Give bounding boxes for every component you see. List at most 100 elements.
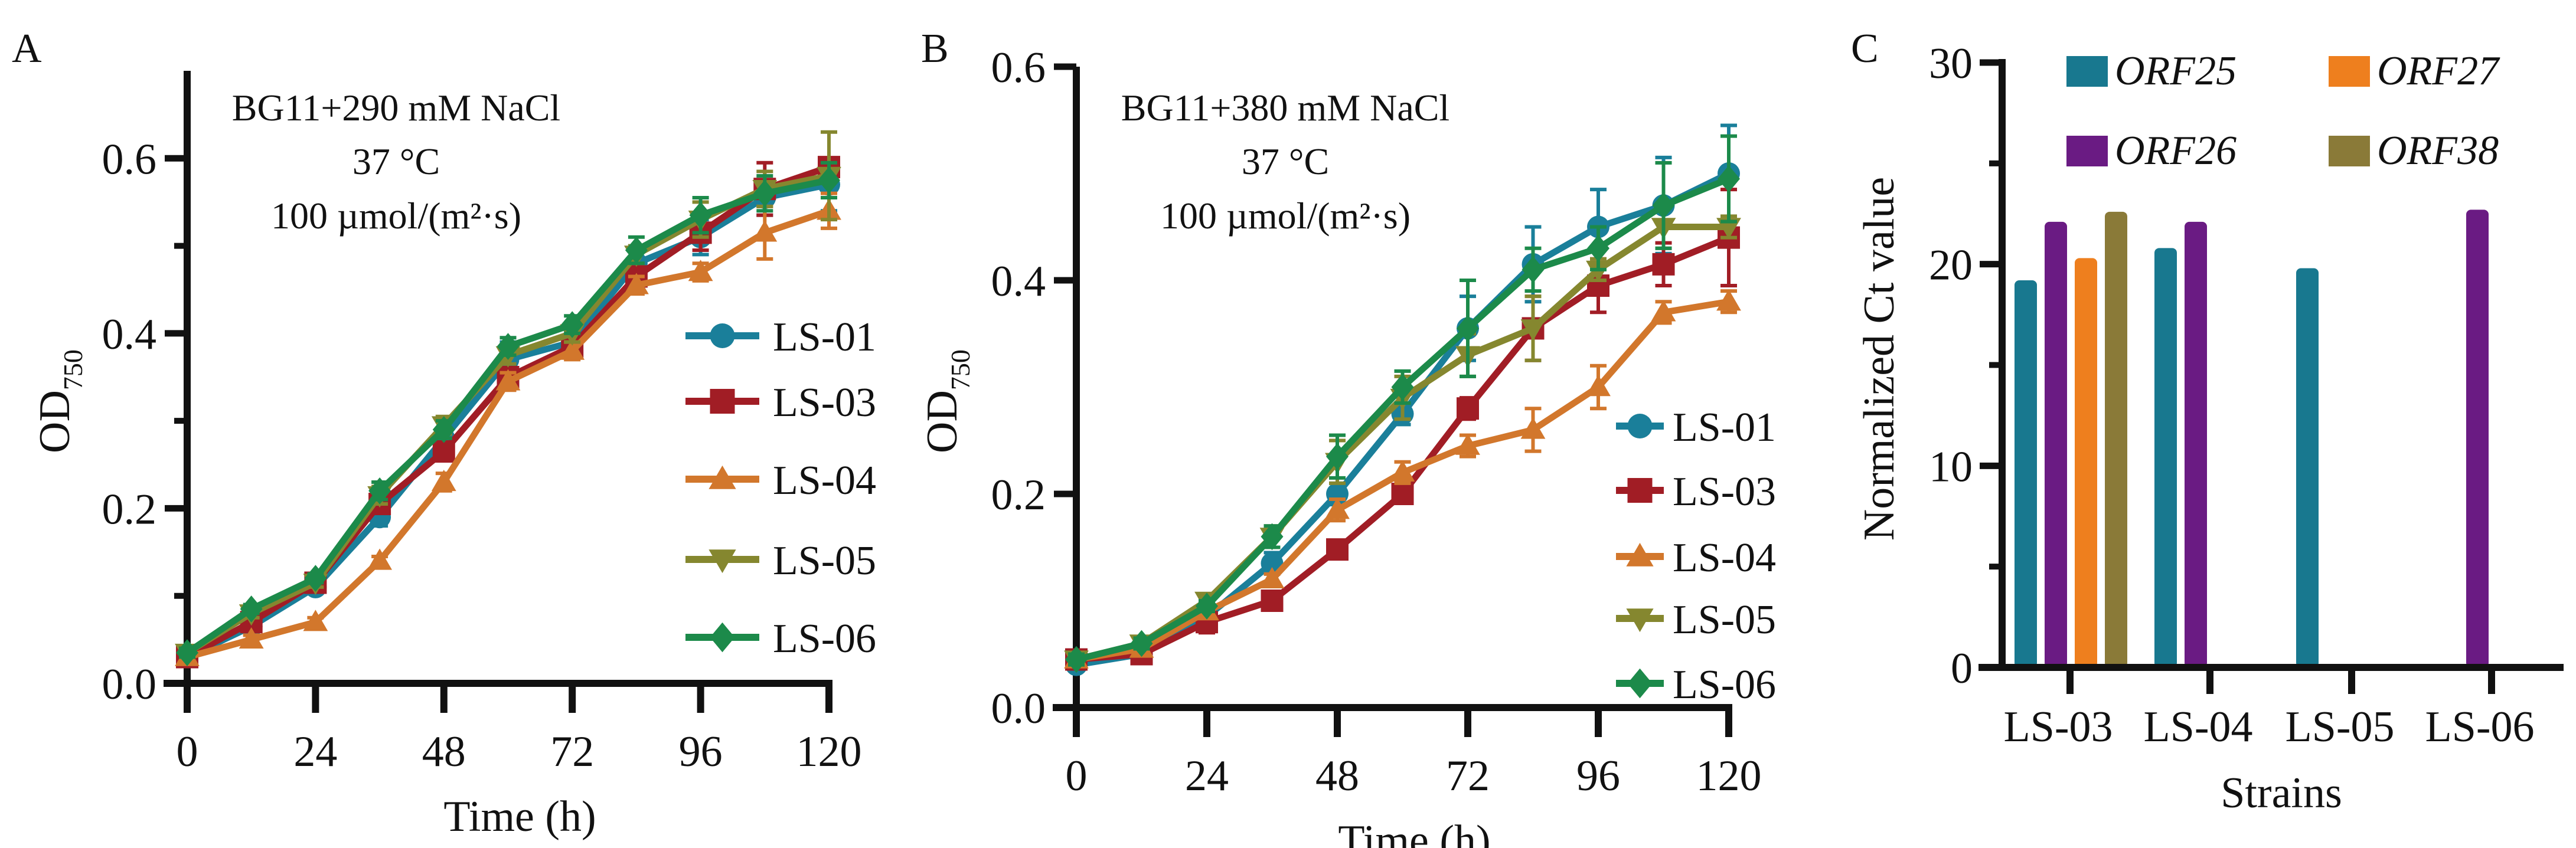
y-tick-label: 0.2 [102, 485, 157, 533]
bar-orf25-ls-04 [2154, 248, 2177, 667]
x-tick-label: 96 [679, 728, 723, 776]
data-point [304, 565, 327, 592]
y-axis-title: OD750 [918, 349, 975, 453]
data-point [1457, 315, 1479, 342]
data-point [561, 311, 584, 338]
bar-orf25-ls-05 [2296, 268, 2319, 667]
legend-label: LS-06 [773, 616, 876, 662]
legend-marker [710, 622, 735, 653]
x-tick-label: 48 [422, 728, 466, 776]
bar-orf26-ls-03 [2045, 221, 2067, 668]
x-tick-label: 0 [1066, 752, 1088, 800]
legend-marker [1627, 478, 1653, 503]
legend-item-orf27: ORF27 [2329, 48, 2500, 94]
x-tick-label: LS-03 [2004, 703, 2113, 751]
data-point [1326, 538, 1349, 561]
data-point [495, 369, 521, 391]
data-point [367, 548, 392, 570]
bar-orf26-ls-04 [2185, 221, 2207, 668]
legend-label: ORF38 [2377, 128, 2499, 173]
x-tick-label: LS-04 [2144, 703, 2253, 751]
data-point [1326, 443, 1349, 470]
data-point [1391, 483, 1414, 505]
legend-label: ORF27 [2377, 48, 2500, 94]
legend-label: ORF26 [2115, 128, 2237, 173]
legend-label: LS-03 [1673, 469, 1776, 515]
bar-orf38-ls-03 [2105, 211, 2127, 667]
legend-item-orf26: ORF26 [2066, 128, 2237, 173]
panel-c: C 0 10 20 30 LS-03 LS-04 LS-05 LS-06 Strains Norm… [1851, 26, 2564, 817]
legend-swatch [2066, 56, 2108, 87]
legend-item-ls-04: LS-04 [685, 458, 876, 503]
data-point [1261, 523, 1284, 551]
data-point [1391, 374, 1414, 401]
legend-item-ls-05: LS-05 [685, 538, 876, 584]
legend-item-ls-06: LS-06 [685, 616, 876, 662]
x-tick-label: 72 [550, 728, 594, 776]
panel-a: A 0.0 0.2 0.4 0.6 0 24 48 72 96 120 Time (h) OD750 B… [12, 26, 876, 841]
x-tick-label: 120 [1696, 752, 1762, 800]
data-point [1520, 319, 1546, 341]
data-point [1390, 460, 1415, 482]
legend-label: LS-06 [1673, 662, 1776, 708]
legend-label: LS-04 [1673, 535, 1776, 581]
legend-item-ls-04: LS-04 [1616, 535, 1776, 581]
y-tick-label: 0.4 [102, 310, 157, 359]
legend-item-orf38: ORF38 [2329, 128, 2499, 173]
data-point [432, 416, 455, 443]
y-axis-title-subscript: 750 [945, 349, 975, 390]
y-tick-label: 30 [1929, 40, 1973, 88]
series-ls-06 [1065, 134, 1740, 673]
data-point [1130, 630, 1153, 657]
x-tick-label: 0 [177, 728, 198, 776]
data-point [431, 470, 456, 492]
legend-marker [1627, 668, 1653, 699]
legend-label: LS-05 [773, 538, 876, 584]
legend-swatch [2066, 136, 2108, 166]
y-axis-title: Normalized Ct value [1855, 177, 1904, 541]
data-point [1522, 256, 1545, 283]
legend-label: LS-01 [1673, 405, 1776, 450]
x-tick-label: 96 [1576, 752, 1620, 800]
data-point [1718, 165, 1740, 192]
legend-item-ls-01: LS-01 [685, 315, 876, 360]
legend-label: ORF25 [2115, 48, 2237, 94]
legend-label: LS-01 [773, 315, 876, 360]
data-point [176, 639, 198, 666]
series-line [185, 172, 830, 656]
condition-annotation: BG11+380 mM NaCl [1121, 87, 1449, 129]
legend-swatch [2329, 136, 2370, 166]
data-point [1586, 375, 1611, 397]
y-tick-label: 0.4 [991, 257, 1046, 306]
data-point [1520, 417, 1546, 439]
x-tick-label: 48 [1315, 752, 1359, 800]
legend-marker [709, 549, 736, 574]
y-tick-label: 0 [1951, 644, 1973, 693]
x-tick-label: 72 [1446, 752, 1490, 800]
data-point [240, 595, 263, 623]
x-tick-label: 24 [1185, 752, 1229, 800]
legend-label: LS-04 [773, 458, 876, 503]
legend-marker [1626, 542, 1654, 567]
x-axis-title: Time (h) [443, 793, 596, 841]
y-tick-label: 0.6 [102, 135, 157, 184]
data-point [432, 440, 455, 463]
data-point [753, 179, 776, 207]
condition-annotation: 37 °C [352, 140, 440, 182]
series-ls-06 [176, 161, 840, 666]
series-line [1076, 234, 1731, 663]
y-tick-label: 10 [1929, 443, 1973, 491]
legend-swatch [2329, 56, 2370, 87]
legend-label: LS-03 [773, 380, 876, 425]
data-point [689, 201, 712, 229]
condition-annotation: 100 µmol/(m²·s) [271, 195, 521, 237]
data-point [1457, 397, 1479, 420]
bar-orf25-ls-03 [2015, 280, 2037, 667]
legend-marker [1626, 608, 1654, 633]
data-point [1455, 433, 1480, 455]
data-point [624, 273, 649, 294]
condition-annotation: 37 °C [1242, 140, 1329, 182]
legend-item-ls-03: LS-03 [1616, 469, 1776, 515]
data-point [688, 260, 713, 281]
